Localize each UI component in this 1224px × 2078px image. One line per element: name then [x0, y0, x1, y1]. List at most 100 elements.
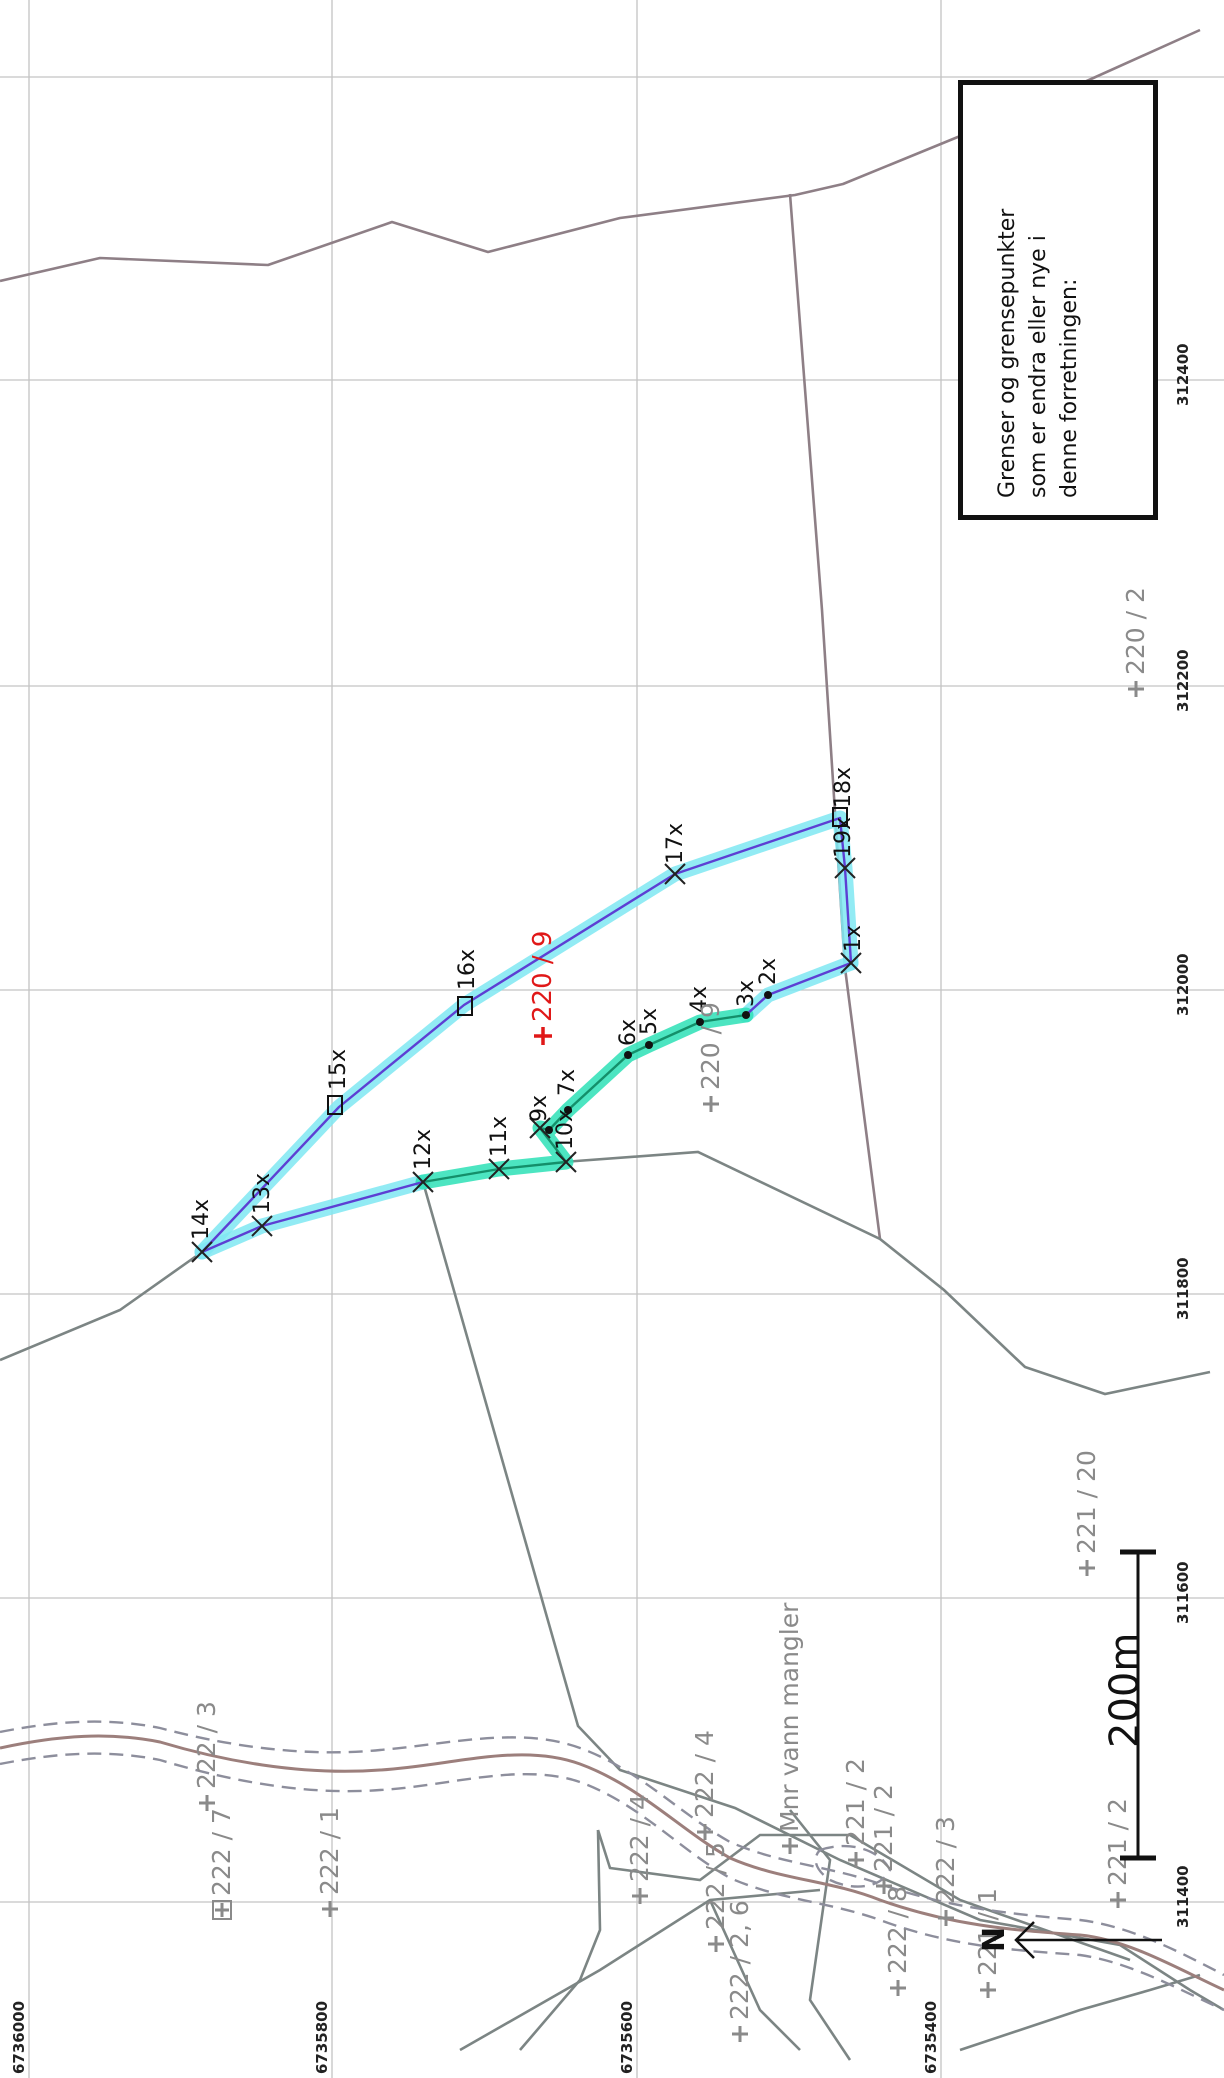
easting-label: 311800: [1174, 1257, 1192, 1320]
boundary-point-marker: [545, 1126, 553, 1134]
boundary-point-marker: [555, 1151, 577, 1173]
parcel-marker: 221 / 2: [841, 1758, 870, 1868]
north-arrow: N: [977, 1921, 1162, 1959]
boundary-line: [959, 1973, 1201, 2052]
point-label-11x: 11x: [487, 1116, 512, 1157]
parcel-marker: 221 / 2: [1103, 1798, 1132, 1908]
boundary-point-marker: [624, 1051, 632, 1059]
parcel-label: 222 / 8: [883, 1886, 912, 1974]
river-edge-dashed: [0, 1752, 1224, 2012]
point-label-14x: 14x: [189, 1199, 214, 1240]
boundary-point-marker: [764, 991, 772, 999]
point-label-5x: 5x: [637, 1008, 662, 1035]
river-edge-dashed: [814, 1844, 892, 1888]
parcel-label: 221 / 20: [1072, 1450, 1101, 1554]
scale-bar: 200m: [1102, 1549, 1156, 1861]
boundary-point-labels: 1x 2x 3x 4x 5x 6x 7x 9x 10x 11x 12x 13x …: [189, 767, 866, 1240]
parcel-marker: 220 / 2: [1121, 587, 1150, 697]
parcel-label: 222 / 1: [315, 1807, 344, 1895]
parcel-marker: 222 / 3: [931, 1816, 960, 1926]
boundary-point-marker: [457, 996, 473, 1016]
boundary-point-marker: [564, 1106, 572, 1114]
parcel-label: 222 / 4: [690, 1730, 719, 1818]
parcel-marker: 221 / 2: [869, 1784, 898, 1894]
easting-label: 312200: [1174, 649, 1192, 712]
parcel-label: 220 / 9: [696, 1002, 725, 1090]
boundary-line: [562, 1150, 1211, 1396]
northing-label: 6735400: [922, 2001, 940, 2074]
boundary-point-marker: [834, 857, 856, 879]
easting-label: 312000: [1174, 953, 1192, 1016]
parcel-marker: 221 / 20: [1072, 1450, 1101, 1576]
parcel-marker: 222 / 7: [207, 1808, 236, 1920]
scale-label: 200m: [1102, 1633, 1148, 1748]
river-edge-dashed: [0, 1720, 1224, 1977]
parcel-labels: 220 / 9 220 / 9 220 / 2 221 / 20 222 / 3…: [192, 587, 1150, 2042]
point-label-17x: 17x: [663, 823, 688, 864]
boundary-line: [708, 1899, 801, 2051]
boundary-line: [459, 1888, 821, 2052]
northing-label: 6735600: [618, 2001, 636, 2074]
legend-text: Grenser og grensepunkter som er endra el…: [995, 208, 1082, 498]
boundary-point-marker: [664, 863, 686, 885]
boundary-point-marker: [327, 1095, 343, 1115]
changed-boundary-core: [422, 1013, 747, 1184]
point-label-13x: 13x: [250, 1173, 275, 1214]
river-bank: [0, 1734, 1224, 1992]
north-arrow-head: [1014, 1921, 1035, 1959]
boundary-line: [788, 193, 882, 1240]
boundary-point-marker: [696, 1018, 704, 1026]
parcel-label: 221 / 2: [841, 1758, 870, 1846]
boundary-point-marker: [488, 1158, 510, 1180]
boundary-point-marker: [742, 1011, 750, 1019]
parcel-label: 222 / 3: [192, 1701, 221, 1789]
northing-label: 6736000: [10, 2001, 28, 2074]
parcel-label: 222 / 3: [931, 1816, 960, 1904]
boundary-point-marker: [412, 1171, 434, 1193]
changed-boundary-core: [201, 816, 853, 1253]
parcel-marker: 222 / 5: [701, 1842, 730, 1952]
boundary-line: [421, 1181, 1224, 2012]
boundary-line: [788, 1809, 852, 2061]
point-label-16x: 16x: [455, 949, 480, 990]
parcel-marker: 222 / 1: [315, 1807, 344, 1917]
parcel-marker: 220 / 9: [528, 931, 558, 1045]
point-label-7x: 7x: [555, 1069, 580, 1096]
parcel-label: 222 / 2, 6: [725, 1900, 754, 2020]
boundary-point-markers: [191, 807, 862, 1263]
parcel-marker: 222 / 4: [625, 1794, 654, 1904]
water-note-marker: Mnr vann mangler: [775, 1602, 804, 1854]
northing-labels: 6736000 6735800 6735600 6735400: [10, 2001, 940, 2074]
easting-label: 311600: [1174, 1561, 1192, 1624]
point-label-3x: 3x: [734, 980, 759, 1007]
point-label-12x: 12x: [411, 1129, 436, 1170]
easting-label: 311400: [1174, 1865, 1192, 1928]
changed-boundary-halo: [194, 810, 859, 1260]
legend-box: [958, 80, 1158, 520]
point-label-6x: 6x: [616, 1019, 641, 1046]
easting-label: 312400: [1174, 343, 1192, 406]
boundary-line: [0, 1250, 203, 1362]
parcel-marker: 222 / 3: [192, 1701, 221, 1811]
changed-boundaries: [194, 810, 859, 1260]
point-label-9x: 9x: [527, 1095, 552, 1122]
parcel-label-220-9-highlight: 220 / 9: [528, 931, 558, 1022]
parcel-marker: 220 / 9: [696, 1002, 725, 1112]
north-label: N: [977, 1927, 1012, 1952]
point-label-10x: 10x: [553, 1109, 578, 1150]
point-label-18x: 18x: [831, 767, 856, 808]
parcel-marker: 222 / 4: [690, 1730, 719, 1840]
boundary-point-marker: [529, 1117, 551, 1139]
point-label-19x: 19x: [831, 817, 856, 858]
boundary-point-marker: [251, 1215, 273, 1237]
parcel-marker: 222 / 2, 6: [725, 1900, 754, 2042]
boundary-line: [596, 1829, 1131, 1962]
parcel-label: 221 / 1: [973, 1888, 1002, 1976]
parcel-label: 222 / 4: [625, 1794, 654, 1882]
parcel-label: 221 / 2: [869, 1784, 898, 1872]
boundary-point-marker: [840, 952, 862, 974]
point-label-4x: 4x: [687, 986, 712, 1013]
parcel-label: 222 / 7: [207, 1808, 236, 1896]
